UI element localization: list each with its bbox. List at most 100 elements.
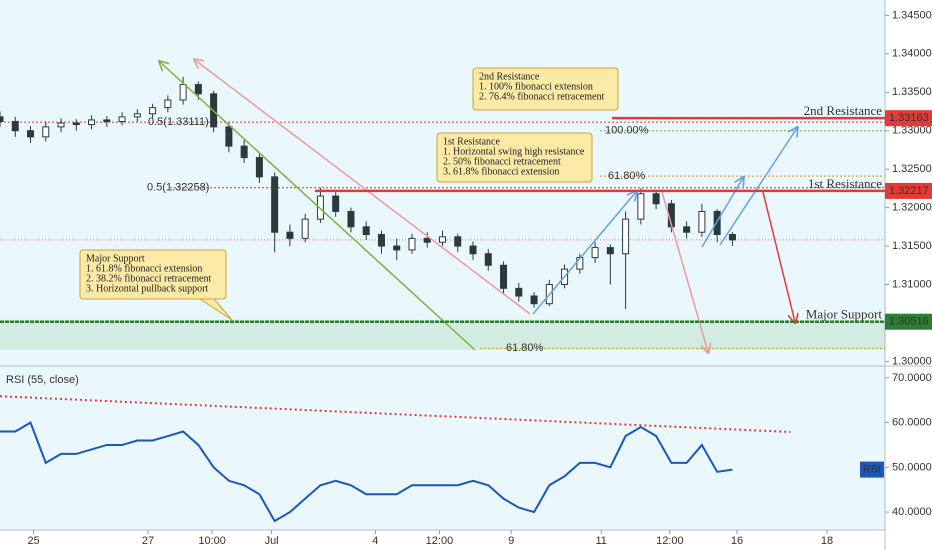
candle-body <box>118 116 126 122</box>
candle-body <box>72 122 80 126</box>
candle-body <box>652 193 660 205</box>
candle-body <box>179 84 187 101</box>
price-tag-label: 1.32217 <box>889 185 929 197</box>
y-tick-label: 1.34000 <box>892 48 932 60</box>
price-tag-label: 1.33163 <box>889 112 929 124</box>
trendline <box>0 395 791 433</box>
candle-body <box>225 126 233 147</box>
candle-body <box>698 210 706 233</box>
y-tick-label: 1.30000 <box>892 355 932 367</box>
fib-label: 0.5(1.33111) <box>148 116 209 128</box>
annotation-text: 2. 76.4% fibonacci retracement <box>479 91 604 102</box>
y-tick-label: 70.0000 <box>892 372 932 384</box>
annotation-pointer <box>199 298 233 321</box>
candle-body <box>622 218 630 255</box>
candle-body <box>377 234 385 247</box>
candle-body <box>57 122 65 128</box>
arrow <box>719 128 797 246</box>
x-tick-label: Jul <box>265 535 279 547</box>
annotation-text: Major Support <box>86 253 145 264</box>
candle-body <box>606 247 614 255</box>
fib-label: 0.5(1.32258) <box>147 182 209 194</box>
candle-body <box>271 176 279 233</box>
candle-body <box>591 247 599 259</box>
candle-body <box>27 130 35 138</box>
candle-body <box>515 287 523 297</box>
y-tick-label: 1.33000 <box>892 125 932 137</box>
candle-body <box>408 237 416 251</box>
annotation-text: 1. 61.8% fibonacci extension <box>86 263 202 274</box>
x-tick-label: 9 <box>508 535 514 547</box>
price-tag-label: 1.30516 <box>889 316 929 328</box>
candle-body <box>0 116 4 122</box>
x-tick-label: 4 <box>372 535 378 547</box>
candle-body <box>316 195 324 220</box>
candle-body <box>530 295 538 305</box>
x-tick-label: 16 <box>731 535 743 547</box>
support-zone <box>0 319 885 350</box>
x-tick-label: 10:00 <box>198 535 226 547</box>
candle-body <box>362 226 370 236</box>
candle-body <box>194 84 202 95</box>
fib-label: 100.00% <box>605 125 649 137</box>
annotation-text: 1. 100% fibonacci extension <box>479 81 593 92</box>
candle-body <box>469 245 477 255</box>
series-tag-label: RSI <box>863 463 881 475</box>
candle-body <box>240 145 248 159</box>
level-label: Major Support <box>806 307 883 322</box>
annotation-text: 3. 61.8% fibonacci extension <box>443 166 559 177</box>
price-tag <box>885 182 932 199</box>
candle-body <box>255 157 263 178</box>
fib-label: 61.80% <box>608 170 646 182</box>
annotation-text: 2nd Resistance <box>479 71 540 82</box>
pane-title: RSI (55, close) <box>6 374 79 386</box>
annotation-box <box>79 249 227 300</box>
drawings <box>160 60 797 352</box>
candle-body <box>164 99 172 109</box>
candle-body <box>683 226 691 233</box>
arrow <box>701 178 743 248</box>
series-tag <box>860 461 884 478</box>
candle-body <box>713 210 721 236</box>
y-tick-label: 1.32000 <box>892 202 932 214</box>
level-label: 2nd Resistance <box>804 103 883 118</box>
candle-body <box>11 120 19 132</box>
candle-body <box>393 245 401 251</box>
time-axis <box>0 530 885 550</box>
candle-body <box>347 210 355 228</box>
arrow <box>661 191 708 352</box>
y-tick-label: 60.0000 <box>892 417 932 429</box>
candle-body <box>332 195 340 212</box>
arrow <box>762 191 795 322</box>
x-tick-label: 12:00 <box>426 535 454 547</box>
x-tick-label: 11 <box>595 535 606 547</box>
candle-body <box>103 119 111 122</box>
candle-body <box>42 126 50 138</box>
rsi-line <box>0 421 733 523</box>
y-tick-label: 40.0000 <box>892 506 932 518</box>
arrow <box>195 60 531 315</box>
y-tick-label: 50.0000 <box>892 461 932 473</box>
annotation-text: 1. Horizontal swing high resistance <box>443 146 585 157</box>
annotation-text: 2. 38.2% fibonacci retracement <box>86 273 211 284</box>
candle-body <box>728 234 736 241</box>
candle-body <box>484 253 492 266</box>
x-tick-label: 18 <box>821 535 833 547</box>
candle-body <box>500 264 508 289</box>
y-tick-label: 1.33500 <box>892 86 932 98</box>
annotation-box <box>436 132 593 183</box>
x-tick-label: 27 <box>142 535 154 547</box>
annotation-text: 1st Resistance <box>443 136 500 147</box>
y-tick-label: 1.31500 <box>892 240 932 252</box>
candle-body <box>301 218 309 239</box>
candle-body <box>439 236 446 243</box>
annotation-text: 3. Horizontal pullback support <box>86 283 208 294</box>
x-tick-label: 12:00 <box>656 535 684 547</box>
fib-label: 61.80% <box>506 342 544 354</box>
candle-body <box>454 236 462 247</box>
price-tag <box>885 110 932 127</box>
y-tick-label: 1.34500 <box>892 9 932 21</box>
